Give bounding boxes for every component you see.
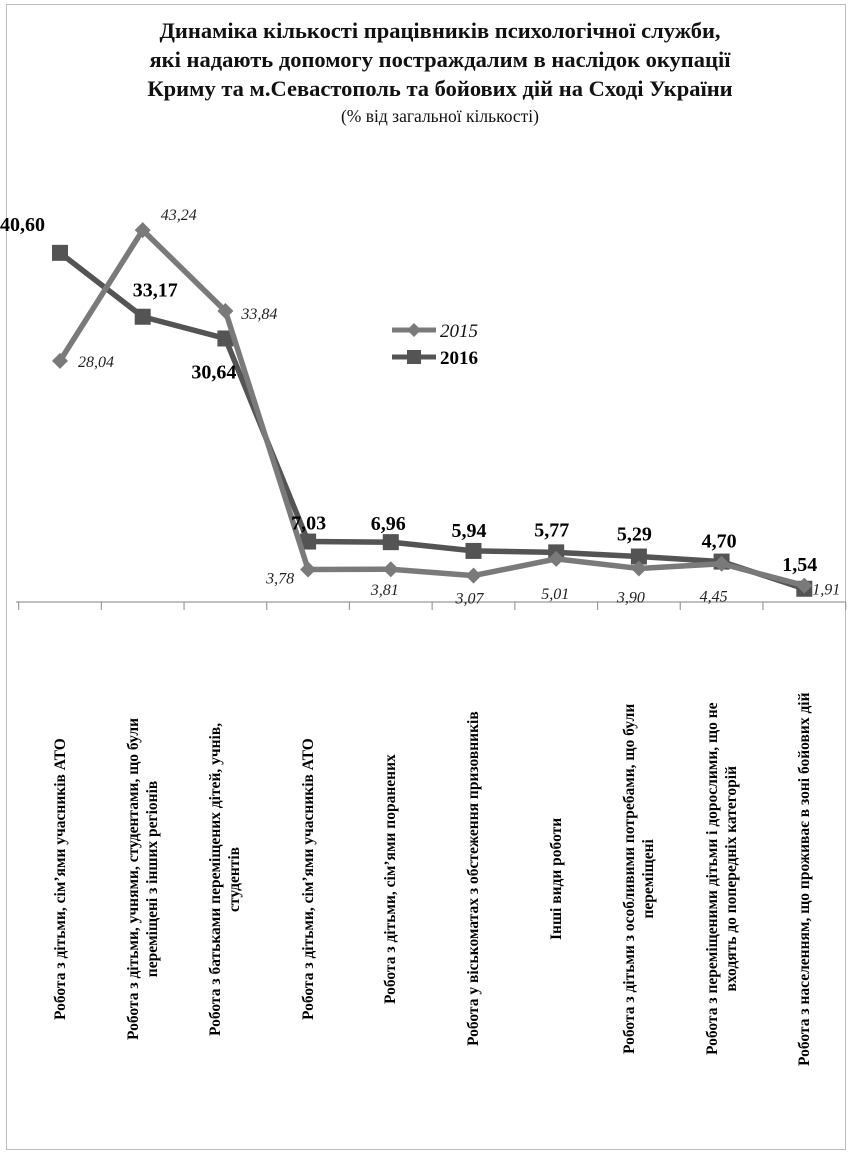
category-label-line: переміщені bbox=[639, 839, 657, 919]
category-label-line: Робота з дітьми, сім’ями учасників АТО bbox=[51, 738, 69, 1020]
chart-title: Динаміка кількості працівників психологі… bbox=[60, 16, 820, 103]
chart-frame bbox=[6, 4, 846, 1150]
data-label-2016: 5,29 bbox=[617, 524, 652, 546]
category-label: Інші види роботи bbox=[547, 818, 566, 940]
title-line-2: які надають допомогу постраждалим в насл… bbox=[149, 47, 731, 72]
point-2015 bbox=[217, 302, 234, 319]
category-label-line: переміщені з інших регіонів bbox=[143, 780, 161, 978]
data-label-2016: 33,17 bbox=[133, 280, 178, 302]
category-label-line: Робота з батьками переміщених дітей, учн… bbox=[207, 722, 225, 1036]
category-label: Робота з дітьми з особливими потребами, … bbox=[620, 704, 658, 1054]
category-label-line: студентів bbox=[226, 846, 244, 912]
point-2015 bbox=[548, 550, 565, 567]
legend-item-2016: 2016 bbox=[392, 348, 478, 369]
category-label-line: Інші види роботи bbox=[547, 817, 565, 941]
data-label-2016: 30,64 bbox=[191, 361, 236, 383]
point-2015 bbox=[796, 577, 813, 594]
data-label-2015: 43,24 bbox=[161, 207, 197, 224]
category-label-line: Робота у віськоматах з обстеження призов… bbox=[465, 711, 482, 1047]
category-label-line: Робота з дітьми, сім’ями поранених bbox=[382, 754, 400, 1004]
point-2016 bbox=[52, 244, 68, 261]
legend-label-2015: 2015 bbox=[440, 321, 478, 342]
point-2016 bbox=[630, 548, 647, 565]
data-label-2016: 6,96 bbox=[371, 513, 406, 535]
category-label-line: Робота з переміщеними дітьми і дорослими… bbox=[703, 702, 721, 1056]
point-2016 bbox=[300, 533, 317, 550]
point-2016 bbox=[382, 534, 399, 551]
point-2015 bbox=[630, 560, 647, 577]
point-2015 bbox=[713, 555, 730, 572]
title-line-3: Криму та м.Севастополь та бойових дій на… bbox=[147, 76, 733, 101]
category-label: Робота у віськоматах з обстеження призов… bbox=[464, 712, 483, 1047]
category-label: Робота з населенням, що проживає в зоні … bbox=[795, 692, 814, 1066]
category-label-line: Робота з дітьми, учнями, студентами, що … bbox=[124, 717, 142, 1041]
category-label: Робота з дітьми, учнями, студентами, що … bbox=[124, 718, 162, 1040]
legend-item-2015: 2015 bbox=[392, 321, 478, 342]
legend-marker-2015 bbox=[407, 323, 421, 337]
category-label: Робота з батьками переміщених дітей, учн… bbox=[206, 722, 244, 1035]
point-2015 bbox=[134, 222, 151, 239]
category-label: Робота з дітьми, сім’ями поранених bbox=[381, 754, 400, 1004]
data-label-2015: 4,45 bbox=[700, 589, 728, 606]
series-line-2016 bbox=[58, 250, 806, 592]
category-label: Робота з дітьми, сім’ями учасників АТО bbox=[299, 738, 318, 1020]
category-label: Робота з дітьми, сім’ями учасників АТО bbox=[51, 738, 70, 1020]
category-label-line: Робота з дітьми з особливими потребами, … bbox=[620, 703, 638, 1055]
data-label-2015: 1,91 bbox=[812, 582, 840, 599]
chart-subtitle: (% від загальної кількості) bbox=[340, 106, 539, 126]
legend: 2015 2016 bbox=[392, 321, 478, 369]
point-2015 bbox=[300, 561, 317, 578]
data-label-2016: 1,54 bbox=[782, 554, 817, 576]
point-2016 bbox=[217, 330, 234, 347]
title-line-1: Динаміка кількості працівників психологі… bbox=[159, 18, 721, 43]
point-2016 bbox=[134, 308, 151, 325]
data-label-2016: 4,70 bbox=[702, 531, 737, 553]
point-2015 bbox=[382, 561, 399, 578]
data-label-2016: 40,60 bbox=[0, 214, 45, 236]
category-label-line: Робота з населенням, що проживає в зоні … bbox=[795, 692, 813, 1066]
data-label-2015: 3,90 bbox=[616, 589, 645, 606]
data-label-2015: 3,81 bbox=[370, 582, 399, 599]
legend-marker-2016 bbox=[407, 350, 421, 364]
data-label-2015: 5,01 bbox=[541, 586, 569, 603]
point-2016 bbox=[465, 542, 482, 559]
data-label-2015: 28,04 bbox=[78, 354, 114, 371]
data-label-2016: 7,03 bbox=[291, 513, 326, 535]
category-label: Робота з переміщеними дітьми і дорослими… bbox=[703, 703, 741, 1056]
point-2015 bbox=[465, 567, 482, 584]
data-label-2016: 5,94 bbox=[452, 520, 487, 542]
point-2015 bbox=[52, 352, 68, 369]
data-label-2015: 3,78 bbox=[265, 570, 294, 587]
series-line-2015 bbox=[57, 227, 806, 589]
category-label-line: Робота з дітьми, сім’ями учасників АТО bbox=[299, 738, 317, 1020]
data-label-2015: 3,07 bbox=[455, 591, 485, 608]
category-label-line: входять до попередніх категорій bbox=[722, 766, 740, 992]
data-label-2015: 33,84 bbox=[240, 306, 277, 323]
data-label-2016: 5,77 bbox=[534, 519, 569, 541]
legend-label-2016: 2016 bbox=[440, 348, 478, 369]
